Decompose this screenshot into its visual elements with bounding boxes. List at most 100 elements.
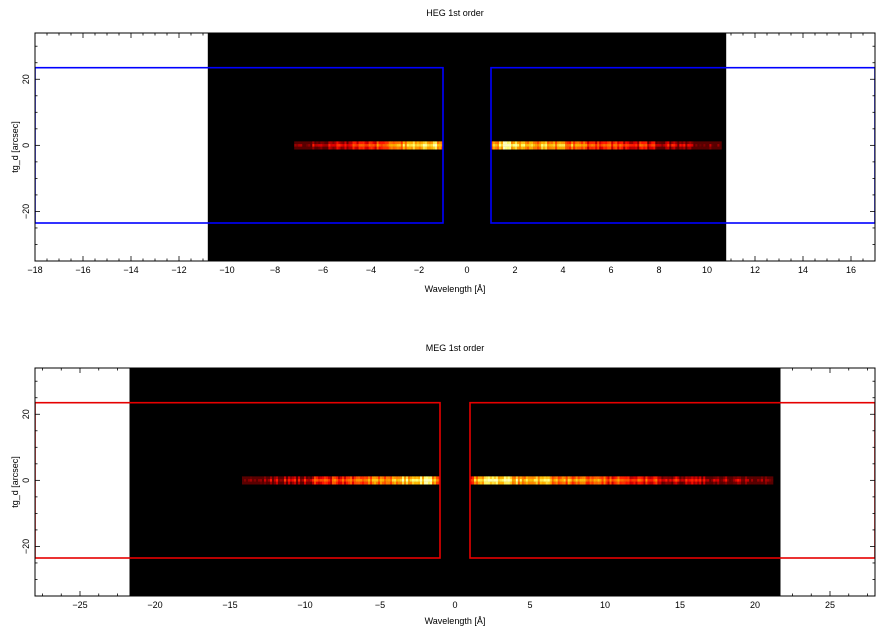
stripe-cell bbox=[627, 141, 630, 145]
stripe-cell bbox=[370, 146, 373, 150]
stripe-cell bbox=[551, 144, 554, 147]
stripe-cell bbox=[665, 144, 668, 147]
stripe-cell bbox=[503, 144, 506, 147]
stripe-cell bbox=[721, 481, 724, 485]
stripe-cell bbox=[308, 146, 311, 150]
stripe-cell bbox=[336, 146, 339, 150]
stripe-cell bbox=[715, 146, 718, 150]
stripe-cell bbox=[384, 141, 387, 145]
stripe-cell bbox=[533, 146, 536, 150]
stripe-cell bbox=[559, 479, 562, 482]
stripe-cell bbox=[513, 476, 517, 480]
stripe-cell bbox=[653, 476, 656, 480]
stripe-cell bbox=[382, 146, 385, 150]
stripe-cell bbox=[553, 141, 556, 145]
stripe-cell bbox=[310, 479, 313, 482]
stripe-cell bbox=[695, 476, 698, 480]
stripe-cell bbox=[432, 144, 436, 147]
stripe-cell bbox=[595, 141, 598, 145]
stripe-cell bbox=[288, 476, 291, 480]
stripe-cell bbox=[400, 141, 404, 145]
stripe-cell bbox=[436, 476, 439, 480]
stripe-cell bbox=[432, 479, 435, 482]
stripe-cell bbox=[615, 479, 618, 482]
stripe-cell bbox=[388, 144, 392, 147]
stripe-cell bbox=[414, 476, 417, 480]
stripe-cell bbox=[639, 481, 642, 485]
stripe-cell bbox=[503, 141, 506, 145]
stripe-cell bbox=[487, 479, 491, 482]
stripe-cell bbox=[414, 481, 417, 485]
stripe-cell bbox=[374, 141, 377, 145]
stripe-cell bbox=[420, 476, 423, 480]
x-tick-label: 5 bbox=[527, 600, 532, 610]
stripe-cell bbox=[368, 481, 371, 485]
stripe-cell bbox=[410, 146, 414, 150]
stripe-cell bbox=[400, 476, 403, 480]
stripe-cell bbox=[621, 141, 624, 145]
stripe-cell bbox=[346, 141, 349, 145]
stripe-cell bbox=[372, 481, 375, 485]
stripe-cell bbox=[430, 481, 433, 485]
stripe-cell bbox=[633, 481, 636, 485]
stripe-cell bbox=[406, 141, 410, 145]
stripe-cell bbox=[511, 481, 515, 485]
stripe-cell bbox=[418, 141, 422, 145]
stripe-cell bbox=[350, 476, 353, 480]
stripe-cell bbox=[533, 144, 536, 147]
y-tick-label: 0 bbox=[21, 143, 31, 148]
x-tick-label: −18 bbox=[27, 265, 42, 275]
stripe-cell bbox=[400, 146, 404, 150]
stripe-cell bbox=[503, 476, 507, 480]
stripe-cell bbox=[362, 144, 365, 147]
stripe-cell bbox=[699, 476, 702, 480]
stripe-cell bbox=[507, 144, 510, 147]
stripe-cell bbox=[679, 144, 682, 147]
stripe-cell bbox=[695, 146, 698, 150]
x-tick-label: 10 bbox=[702, 265, 712, 275]
stripe-cell bbox=[641, 144, 644, 147]
stripe-cell bbox=[308, 479, 311, 482]
stripe-cell bbox=[354, 144, 357, 147]
stripe-cell bbox=[583, 479, 586, 482]
stripe-cell bbox=[631, 479, 634, 482]
stripe-cell bbox=[627, 481, 630, 485]
stripe-cell bbox=[491, 141, 494, 145]
stripe-cell bbox=[707, 141, 710, 145]
plot-area: −25 −20 −15 −10 −5 0 5 10 15 20 25 −20 0 20 bbox=[21, 367, 876, 610]
stripe-cell bbox=[625, 481, 628, 485]
stripe-cell bbox=[515, 479, 519, 482]
stripe-cell bbox=[683, 476, 686, 480]
stripe-cell bbox=[599, 146, 602, 150]
stripe-cell bbox=[699, 146, 702, 150]
stripe-cell bbox=[769, 481, 772, 485]
stripe-cell bbox=[392, 476, 395, 480]
stripe-cell bbox=[436, 479, 439, 482]
stripe-cell bbox=[601, 141, 604, 145]
stripe-cell bbox=[549, 481, 553, 485]
stripe-cell bbox=[386, 146, 390, 150]
stripe-cell bbox=[681, 479, 684, 482]
stripe-cell bbox=[491, 144, 494, 147]
stripe-cell bbox=[254, 476, 257, 480]
stripe-cell bbox=[290, 476, 293, 480]
stripe-cell bbox=[543, 144, 546, 147]
stripe-cell bbox=[386, 144, 390, 147]
stripe-cell bbox=[302, 476, 305, 480]
stripe-cell bbox=[340, 144, 343, 147]
stripe-cell bbox=[418, 479, 421, 482]
stripe-cell bbox=[308, 481, 311, 485]
stripe-cell bbox=[479, 481, 483, 485]
stripe-cell bbox=[523, 481, 527, 485]
stripe-cell bbox=[657, 141, 660, 145]
stripe-cell bbox=[719, 146, 722, 150]
stripe-cell bbox=[637, 144, 640, 147]
y-axis-label: tg_d [arcsec] bbox=[10, 121, 20, 173]
stripe-cell bbox=[577, 479, 580, 482]
stripe-cell bbox=[573, 144, 576, 147]
x-tick-label: −25 bbox=[72, 600, 87, 610]
stripe-cell bbox=[565, 141, 568, 145]
stripe-cell bbox=[348, 479, 351, 482]
stripe-cell bbox=[569, 476, 572, 480]
stripe-cell bbox=[525, 144, 528, 147]
